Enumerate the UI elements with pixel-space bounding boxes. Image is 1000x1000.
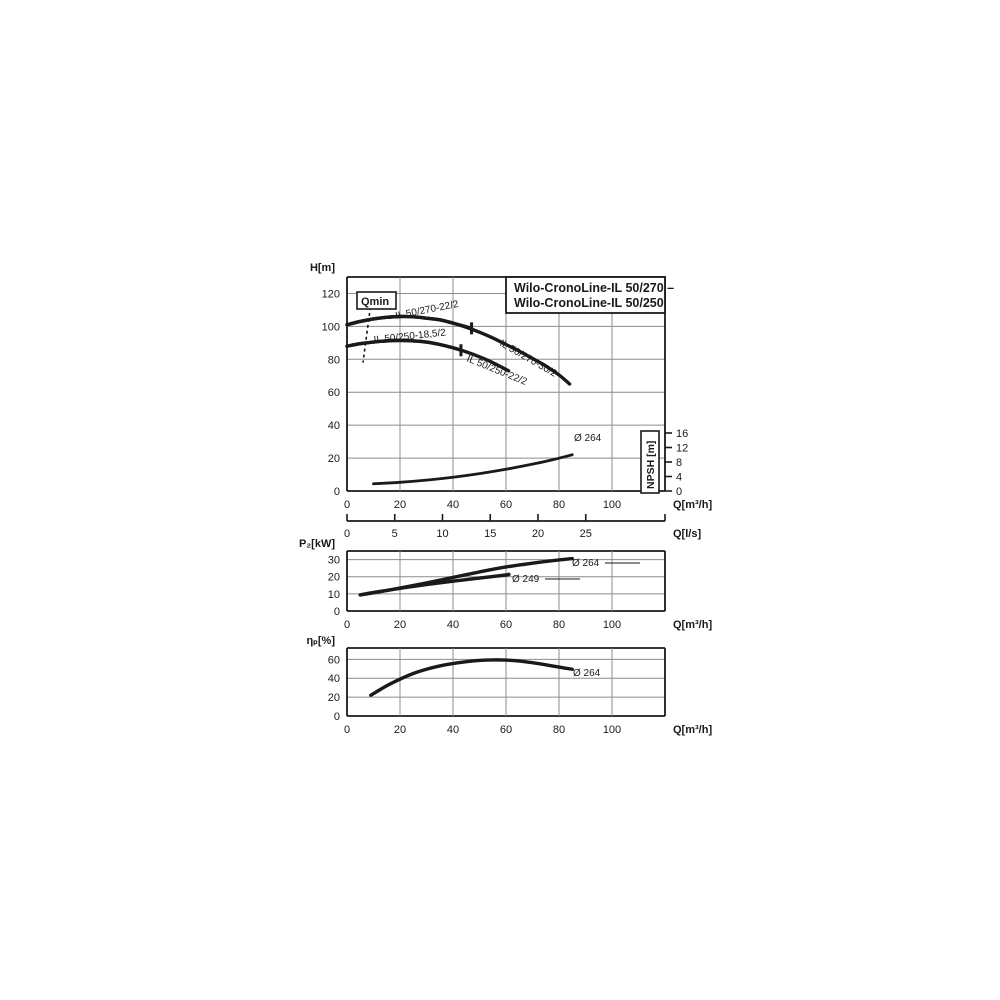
- y-tick-label: 20: [328, 692, 340, 704]
- y-tick-label: 20: [328, 572, 340, 584]
- y-tick-label: 60: [328, 387, 340, 399]
- q-ls-tick-label: 20: [532, 528, 544, 540]
- qmin-dashed-line: [362, 295, 373, 363]
- y-tick-label: 0: [334, 606, 340, 618]
- x-tick-label: 40: [447, 724, 459, 736]
- power-chart: 0 10 20 30 0 20 40 60 80 100 Q[m³/h] P₂[kW] Ø 264 Ø 2…: [299, 538, 713, 631]
- x-axis-label: Q[m³/h]: [673, 499, 712, 511]
- title-box: [505, 276, 666, 314]
- y-tick-label: 120: [322, 288, 340, 300]
- y-tick-label: 100: [322, 321, 340, 333]
- y-tick-label: 20: [328, 453, 340, 465]
- q-ls-axis: 0 5 10 15 20 25 Q[l/s]: [344, 514, 701, 540]
- x-tick-label: 20: [394, 724, 406, 736]
- h-axis-label: H[m]: [310, 262, 335, 274]
- x-tick-label: 20: [394, 499, 406, 511]
- y-tick-label: 0: [334, 486, 340, 498]
- y-tick-label: 40: [328, 420, 340, 432]
- x-tick-label: 80: [553, 724, 565, 736]
- x-tick-label: 100: [603, 619, 621, 631]
- x-tick-label: 0: [344, 724, 350, 736]
- q-ls-tick-label: 25: [580, 528, 592, 540]
- npsh-axis: 0 4 8 12 16 NPSH [m]: [640, 428, 688, 498]
- p2-axis-label: P₂[kW]: [299, 538, 335, 550]
- q-ls-tick-label: 10: [436, 528, 448, 540]
- q-ls-tick-label: 5: [392, 528, 398, 540]
- y-tick-label: 80: [328, 354, 340, 366]
- y-tick-label: 10: [328, 589, 340, 601]
- npsh-tick-label: 16: [676, 428, 688, 440]
- curve-il-50-270-22-2: [345, 314, 474, 331]
- y-tick-label: 60: [328, 654, 340, 666]
- efficiency-label-264: Ø 264: [573, 668, 601, 679]
- title-line-1: Wilo-CronoLine-IL 50/270 –: [514, 281, 674, 295]
- qmin-label: Qmin: [361, 296, 389, 308]
- q-ls-tick-label: 15: [484, 528, 496, 540]
- npsh-tick-label: 8: [676, 457, 682, 469]
- npsh-label-box: [640, 430, 660, 494]
- y-tick-label: 40: [328, 673, 340, 685]
- x-tick-label: 100: [603, 724, 621, 736]
- x-tick-label: 0: [344, 499, 350, 511]
- efficiency-chart: 0 20 40 60 0 20 40 60 80 100 Q[m³/h] ηₚ[%] Ø 264: [306, 635, 712, 736]
- npsh-axis-label: NPSH [m]: [645, 441, 657, 489]
- q-ls-axis-label: Q[l/s]: [673, 528, 701, 540]
- npsh-tick-label: 12: [676, 443, 688, 455]
- x-tick-label: 40: [447, 499, 459, 511]
- y-tick-label: 30: [328, 555, 340, 567]
- x-tick-label: 0: [344, 619, 350, 631]
- x-tick-label: 80: [553, 499, 565, 511]
- efficiency-curve-264: [369, 658, 574, 697]
- eta-axis-label: ηₚ[%]: [306, 635, 335, 647]
- x-tick-label: 60: [500, 619, 512, 631]
- y-tick-label: 0: [334, 711, 340, 723]
- power-label-264: Ø 264: [572, 558, 600, 569]
- q-ls-tick-label: 0: [344, 528, 350, 540]
- x-tick-label: 100: [603, 499, 621, 511]
- power-curve-249: [358, 572, 511, 597]
- npsh-tick-label: 4: [676, 472, 682, 484]
- x-axis-label: Q[m³/h]: [673, 619, 712, 631]
- x-tick-label: 60: [500, 499, 512, 511]
- x-tick-label: 60: [500, 724, 512, 736]
- curve-il-50-250-18-5-2: [345, 338, 463, 352]
- npsh-curve-label: Ø 264: [574, 433, 602, 444]
- x-axis-label: Q[m³/h]: [673, 724, 712, 736]
- curve-npsh-264: [372, 453, 574, 486]
- x-tick-label: 40: [447, 619, 459, 631]
- x-tick-label: 20: [394, 619, 406, 631]
- qmin-box: [356, 291, 397, 310]
- x-tick-label: 80: [553, 619, 565, 631]
- power-label-249: Ø 249: [512, 574, 540, 585]
- npsh-tick-label: 0: [676, 486, 682, 498]
- title-line-2: Wilo-CronoLine-IL 50/250: [514, 296, 664, 310]
